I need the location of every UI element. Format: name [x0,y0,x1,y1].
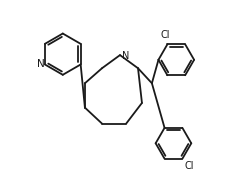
Text: N: N [37,59,45,69]
Text: Cl: Cl [184,161,194,171]
Text: Cl: Cl [161,30,170,40]
Text: N: N [122,51,130,61]
